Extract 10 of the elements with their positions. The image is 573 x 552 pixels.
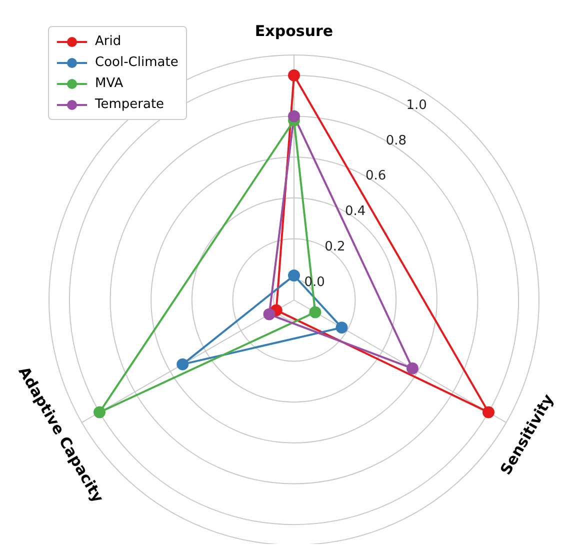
y-tick-label: 1.0	[406, 98, 427, 114]
y-tick-label: 0.8	[386, 133, 407, 148]
y-tick-label: 0.2	[324, 239, 346, 254]
legend-label: Cool-Climate	[95, 55, 178, 70]
legend-label: Arid	[95, 34, 122, 49]
spoke-label: Exposure	[254, 22, 334, 40]
y-tick-label: 0.6	[365, 168, 386, 184]
y-tick-label: 0.4	[345, 204, 366, 220]
legend-label: Temperate	[95, 97, 164, 112]
legend-label: MVA	[95, 76, 124, 91]
